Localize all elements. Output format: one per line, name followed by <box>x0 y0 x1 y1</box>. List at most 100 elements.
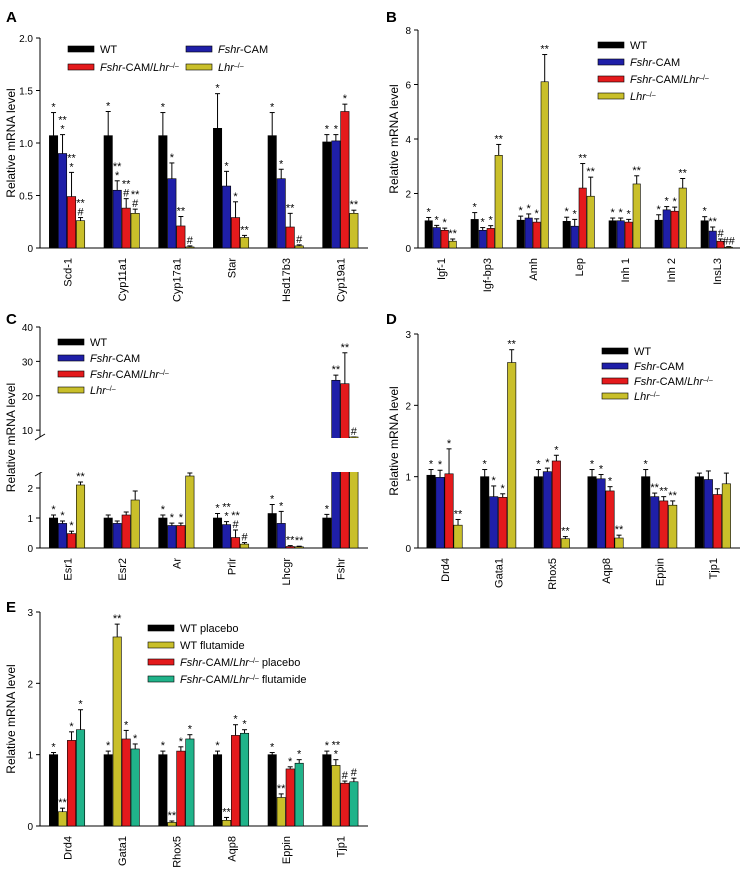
panel-c-category-label: Esr2 <box>117 558 129 581</box>
panel-d-legend-swatch <box>601 377 629 385</box>
panel-b-bar <box>662 209 671 249</box>
panel-e-significance: ** <box>113 613 122 625</box>
panel-a-bar <box>267 135 277 249</box>
panel-d-significance: * <box>554 444 559 456</box>
panel-d-bar <box>614 537 624 549</box>
panel-e-legend-swatch <box>147 641 175 649</box>
panel-d-significance: ** <box>668 490 677 502</box>
panel-b-bar <box>470 219 479 249</box>
panel-a-legend-label: Lhr–/– <box>218 62 244 74</box>
panel-e-significance: * <box>233 714 238 726</box>
panel-e-bar <box>322 754 332 827</box>
panel-c-legend-label: Fshr-CAM <box>90 353 140 365</box>
panel-b-bar <box>448 240 457 249</box>
panel-e-bar <box>222 819 232 827</box>
panel-b-bar <box>524 217 533 249</box>
panel-a-significance: ** <box>67 152 76 164</box>
panel-c-significance: * <box>279 500 284 512</box>
panel-e-legend-label-sup: –/– <box>249 675 259 682</box>
panel-c-bar <box>158 517 168 549</box>
panel-b-ytick-label: 0 <box>405 244 411 255</box>
panel-c-legend-label-part: -CAM <box>112 353 140 365</box>
panel-c-significance: * <box>170 512 175 524</box>
panel-b-legend-label: Lhr–/– <box>630 91 656 103</box>
panel-e-letter: E <box>6 599 16 616</box>
panel-c-significance: * <box>215 503 220 515</box>
panel-a-significance: * <box>106 101 111 113</box>
panel-e-bar <box>331 765 341 827</box>
panel-b-legend-label: Fshr-CAM/Lhr–/– <box>630 74 709 86</box>
panel-b-category-label: Igf-1 <box>436 258 448 280</box>
panel-a-category-label: Scd-1 <box>62 258 74 287</box>
panel-c-legend-label-sup: –/– <box>106 386 116 393</box>
panel-c-legend-swatch <box>57 370 85 378</box>
panel-b-category-label: Igf-bp3 <box>482 258 494 292</box>
panel-d-bar <box>712 494 722 549</box>
panel-a-category-label: Star <box>226 258 238 279</box>
panel-d-bar <box>533 476 543 549</box>
panel-e-bar <box>349 781 359 827</box>
panel-c-significance: # <box>241 532 248 544</box>
panel-c-legend-label-gene: Fshr <box>90 353 113 365</box>
panel-e-category-label: Drd4 <box>62 836 74 860</box>
panel-d-bar <box>703 479 713 549</box>
panel-e-legend-swatch <box>147 624 175 632</box>
panel-b-bar <box>608 220 617 249</box>
panel-e-bar <box>49 754 59 827</box>
panel-d-category-label: Rhox5 <box>547 558 559 590</box>
panel-b-bar <box>478 229 487 249</box>
panel-b-significance: * <box>435 214 440 226</box>
panel-d-legend-label-part: WT <box>634 346 651 358</box>
panel-a-significance: ** <box>122 179 131 191</box>
panel-c-ytick-label: 1 <box>27 514 33 525</box>
panel-b-legend-label-gene: Lhr <box>630 91 647 103</box>
panel-c-significance: * <box>270 494 275 506</box>
panel-a-significance: * <box>270 102 275 114</box>
panel-a-significance: * <box>69 161 74 173</box>
panel-e-significance: ** <box>58 797 67 809</box>
panel-d-category-label: Eppin <box>655 558 667 586</box>
panel-b-significance: * <box>573 208 578 220</box>
panel-c-legend-label-sup: –/– <box>159 370 169 377</box>
panel-a-legend-label-part: -CAM <box>240 44 268 56</box>
panel-e-significance: * <box>106 740 111 752</box>
panel-a-significance: * <box>334 124 339 136</box>
panel-e-significance: * <box>133 733 138 745</box>
panel-b-legend-swatch <box>597 75 625 83</box>
panel-d-letter: D <box>386 311 397 328</box>
panel-e-legend-label-part: WT placebo <box>180 623 239 635</box>
panel-b-legend-label-gene: Fshr <box>630 57 653 69</box>
panel-c-axis-break <box>34 433 46 441</box>
panel-e-legend-label-gene: Fshr <box>180 674 203 686</box>
panel-e-significance: * <box>69 721 74 733</box>
panel-b-category-label: Lep <box>574 258 586 276</box>
panel-e-bar <box>340 782 350 827</box>
panel-d-bar <box>498 497 508 549</box>
panel-c-bar <box>67 533 77 549</box>
panel-c-bar <box>322 517 332 549</box>
panel-a-significance: # <box>187 235 194 247</box>
panel-d-significance: * <box>545 457 550 469</box>
panel-b-legend-label: WT <box>630 40 647 52</box>
panel-b-significance: # <box>718 228 725 240</box>
panel-e-bar <box>158 754 168 827</box>
panel-e-bar <box>213 754 223 827</box>
panel-b-bar <box>586 195 595 249</box>
panel-d-legend-label-gene: Lhr <box>687 376 704 388</box>
panel-d-bar <box>426 474 436 549</box>
panel-c-legend-label-part: WT <box>90 337 107 349</box>
panel-d-legend-label-sup: –/– <box>650 392 660 399</box>
panel-e-bar <box>103 754 113 827</box>
panel-d-ytick-label: 2 <box>405 401 411 412</box>
panel-a-significance: * <box>161 102 166 114</box>
panel-e-legend-label: Fshr-CAM/Lhr–/– placebo <box>180 657 300 669</box>
panel-b-bar <box>540 81 549 249</box>
panel-c-bar <box>222 524 232 549</box>
panel-e-significance: ** <box>168 810 177 822</box>
panel-a-bar <box>294 245 304 249</box>
panel-d-significance: * <box>483 459 488 471</box>
panel-a-bar <box>285 226 295 249</box>
panel-d-significance: ** <box>659 486 668 498</box>
panel-c-bar <box>185 475 195 549</box>
panel-c-bar <box>176 525 186 549</box>
